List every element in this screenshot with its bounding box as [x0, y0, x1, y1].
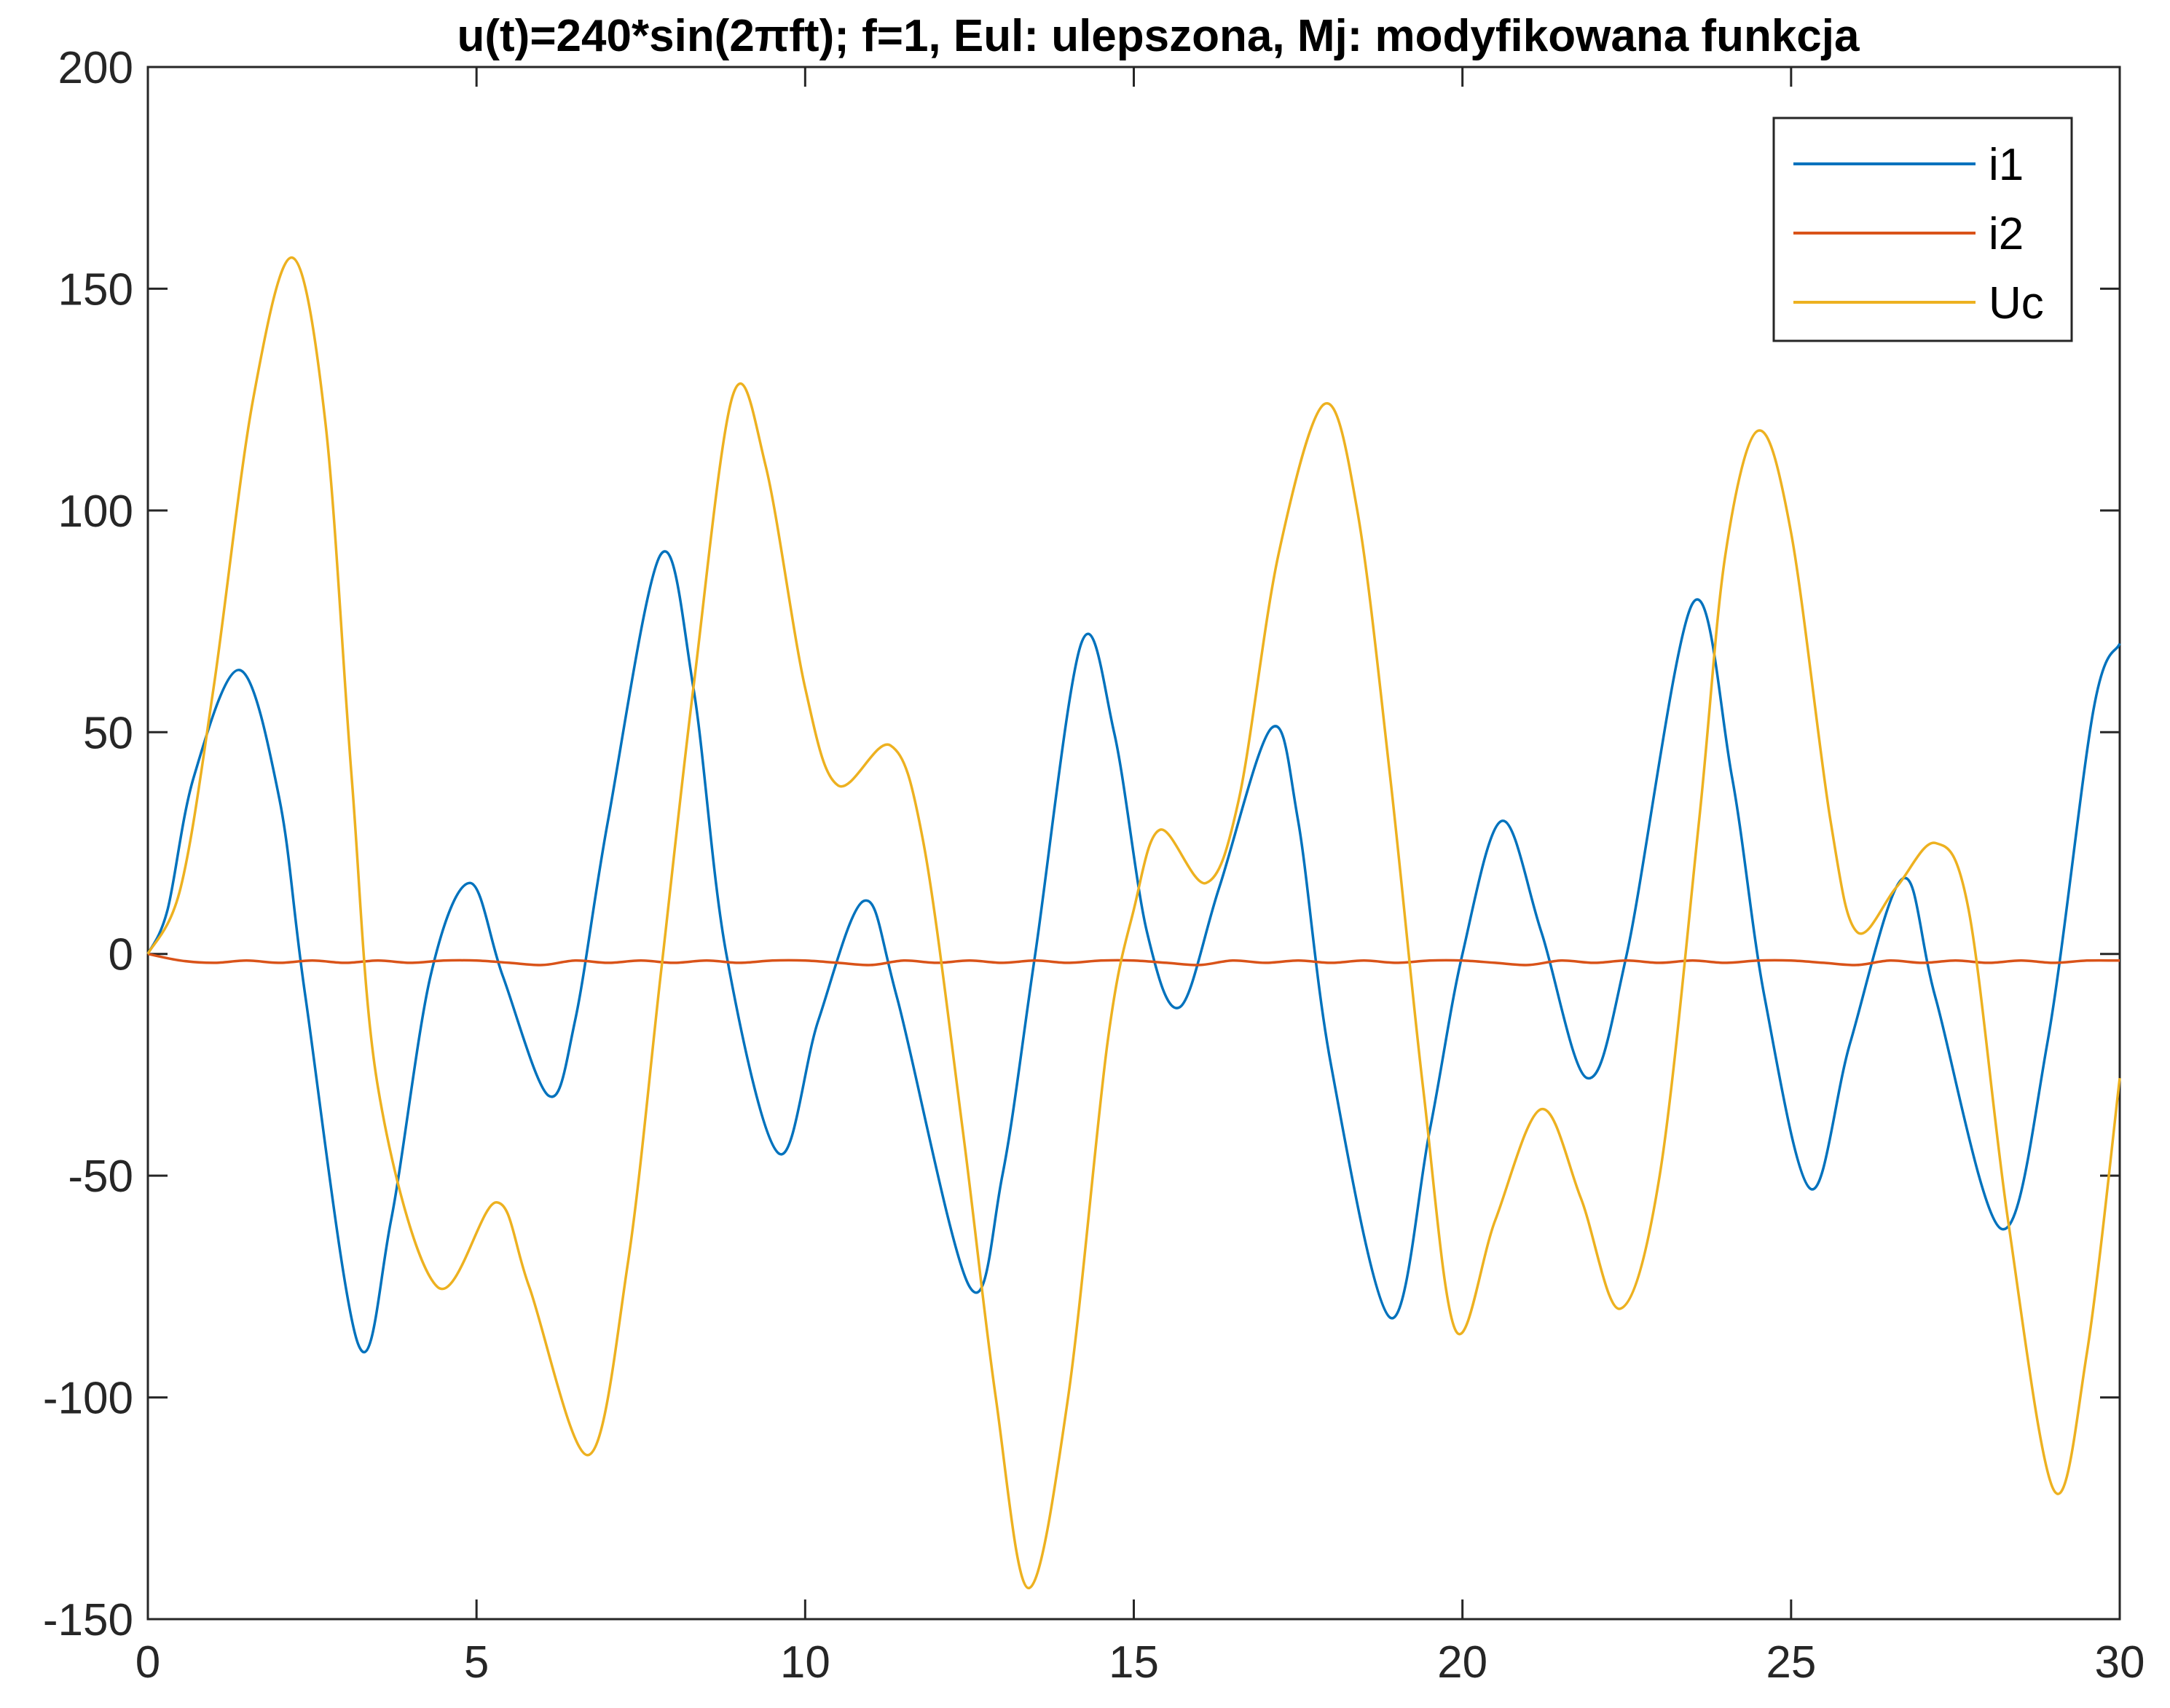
y-tick-label: 150: [58, 264, 133, 315]
x-tick-label: 5: [464, 1637, 489, 1688]
x-tick-label: 10: [780, 1637, 830, 1688]
series-line-i1: [146, 550, 2121, 1353]
legend-label-uc: Uc: [1989, 278, 2044, 328]
y-tick-label: 200: [58, 43, 133, 93]
legend: i1 i2 Uc: [1772, 117, 2073, 342]
y-tick-label: 50: [83, 708, 133, 758]
series-line-i2: [147, 952, 2120, 967]
chart-title: u(t)=240*sin(2πft); f=1, Eul: ulepszona,…: [457, 11, 1860, 61]
y-axis-tick-labels: -150 -100 -50 0 50 100 150 200: [43, 43, 133, 1645]
y-tick-label: -150: [43, 1595, 133, 1645]
series-line-uc: [146, 256, 2121, 1590]
legend-label-i2: i2: [1989, 209, 2024, 259]
y-tick-label: -100: [43, 1374, 133, 1424]
y-tick-label: -50: [68, 1152, 133, 1202]
x-tick-label: 15: [1109, 1637, 1159, 1688]
x-tick-label: 30: [2095, 1637, 2145, 1688]
x-tick-label: 25: [1766, 1637, 1816, 1688]
x-axis-tick-labels: 0 5 10 15 20 25 30: [135, 1637, 2145, 1688]
series-lines: [146, 256, 2121, 1590]
y-tick-label: 0: [109, 930, 133, 980]
x-tick-label: 0: [135, 1637, 160, 1688]
y-tick-label: 100: [58, 487, 133, 537]
x-tick-label: 20: [1437, 1637, 1487, 1688]
legend-label-i1: i1: [1989, 140, 2024, 190]
